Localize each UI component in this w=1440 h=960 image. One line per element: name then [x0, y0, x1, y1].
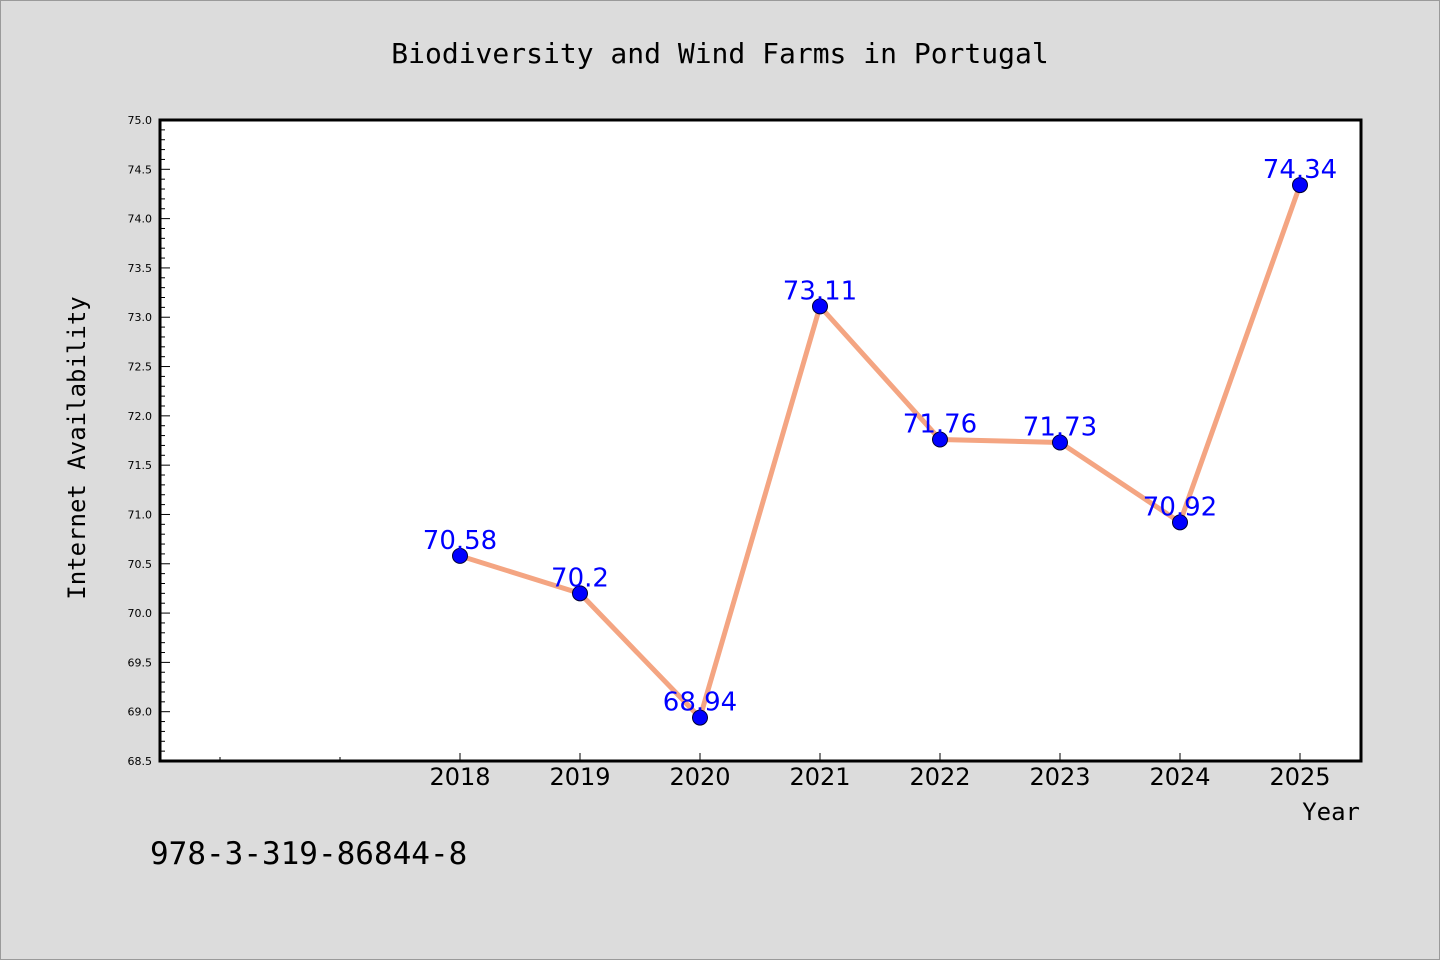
data-point: [932, 431, 948, 448]
data-label: 70.92: [1143, 492, 1217, 522]
data-label: 73.11: [783, 276, 857, 306]
x-axis: 2018 2019 2020 2021 2022 2023 2024 2025: [219, 753, 1331, 791]
data-label: 71.73: [1023, 412, 1097, 442]
data-label: 68.94: [663, 688, 737, 718]
y-tick-label: 74.5: [128, 163, 153, 176]
x-tick-label: 2018: [429, 763, 490, 791]
y-tick-label: 74.0: [128, 213, 153, 226]
data-point: [812, 298, 828, 315]
y-tick-label: 72.5: [128, 361, 153, 374]
y-tick-label: 75.0: [128, 114, 153, 127]
y-axis: 68.5 69.0 69.5 70.0 70.5 71.0 71.5 72.0 72.5 73.0…: [128, 114, 170, 768]
x-tick-label: 2024: [1149, 763, 1210, 791]
data-point: [1052, 434, 1068, 451]
x-tick-label: 2023: [1029, 763, 1090, 791]
data-point: [692, 709, 708, 726]
data-label: 74.34: [1263, 155, 1337, 185]
x-tick-label: 2022: [909, 763, 970, 791]
data-point: [1172, 514, 1188, 531]
data-point: [572, 585, 588, 602]
y-tick-label: 69.0: [128, 706, 153, 719]
series-line: [457, 182, 1303, 721]
y-tick-label: 73.0: [128, 311, 153, 324]
y-tick-label: 69.5: [128, 656, 153, 669]
data-label: 70.2: [551, 563, 609, 593]
y-axis-label: Internet Availability: [63, 296, 91, 599]
data-point: [1292, 177, 1308, 194]
data-label: 71.76: [903, 410, 977, 440]
data-point: [452, 547, 468, 564]
series-line-group: 70.58 70.2 68.94 73.11 71.76 71.73 70.92 74.34: [423, 155, 1337, 726]
y-tick-label: 70.5: [128, 558, 153, 571]
x-tick-label: 2019: [549, 763, 610, 791]
y-tick-label: 72.0: [128, 410, 153, 423]
x-tick-label: 2025: [1269, 763, 1330, 791]
y-tick-label: 71.0: [128, 508, 153, 521]
x-tick-label: 2021: [789, 763, 850, 791]
chart-title: Biodiversity and Wind Farms in Portugal: [391, 37, 1048, 70]
x-tick-label: 2020: [669, 763, 730, 791]
plot-area: [158, 118, 1363, 763]
y-tick-label: 71.5: [128, 459, 153, 472]
data-label: 70.58: [423, 526, 497, 556]
y-tick-label: 70.0: [128, 607, 153, 620]
y-tick-label: 73.5: [128, 262, 153, 275]
x-axis-label: Year: [1302, 798, 1360, 826]
footer-identifier: 978-3-319-86844-8: [150, 836, 467, 872]
y-tick-label: 68.5: [128, 755, 153, 768]
